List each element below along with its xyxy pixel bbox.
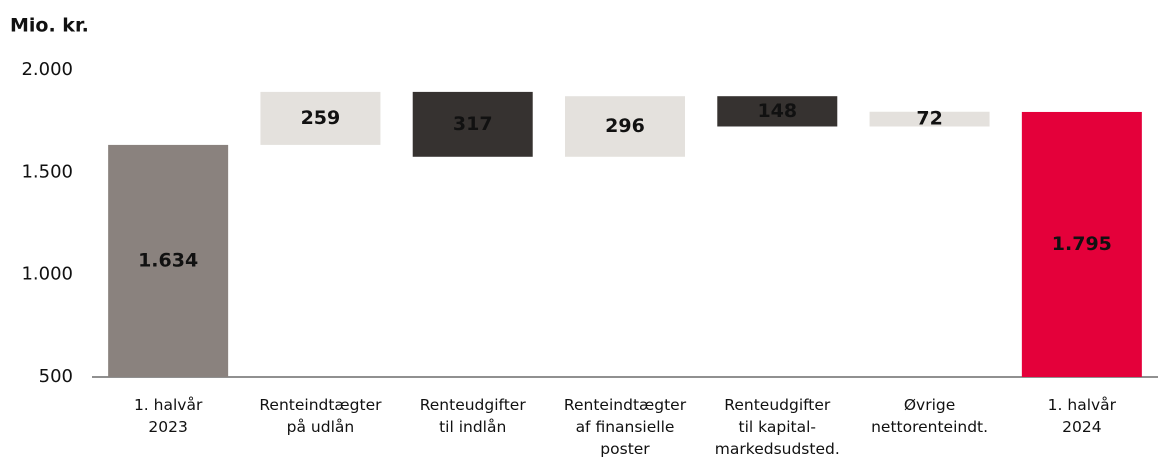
x-tick-label: Renteindtægter af finansielle poster <box>564 396 687 458</box>
value-label: 317 <box>453 113 493 135</box>
bar <box>565 96 685 157</box>
y-tick-label: 2.000 <box>21 59 73 80</box>
value-label: 1.795 <box>1052 233 1112 255</box>
y-tick-label: 1.000 <box>21 264 73 285</box>
y-axis-title: Mio. kr. <box>10 15 89 37</box>
x-tick-label: 1. halvår 2023 <box>134 396 203 436</box>
x-tick-label: Renteudgifter til indlån <box>420 396 527 436</box>
bar <box>869 111 990 127</box>
value-label: 259 <box>301 107 341 129</box>
value-label: 72 <box>916 108 942 130</box>
value-label: 148 <box>757 100 797 122</box>
value-label: 296 <box>605 115 645 137</box>
value-label: 1.634 <box>138 249 198 271</box>
x-tick-label: 1. halvår 2024 <box>1048 396 1117 436</box>
y-tick-label: 1.500 <box>21 161 73 182</box>
y-tick-label: 500 <box>39 366 73 387</box>
x-tick-label: Renteindtægter på udlån <box>259 396 382 436</box>
bar <box>108 144 229 377</box>
x-tick-label: Øvrige nettorenteindt. <box>871 396 988 436</box>
x-tick-label: Renteudgifter til kapital-markedsudsted. <box>715 396 840 458</box>
bar <box>412 91 533 157</box>
bar <box>260 91 381 145</box>
bar <box>1021 111 1142 377</box>
bar <box>717 96 838 127</box>
